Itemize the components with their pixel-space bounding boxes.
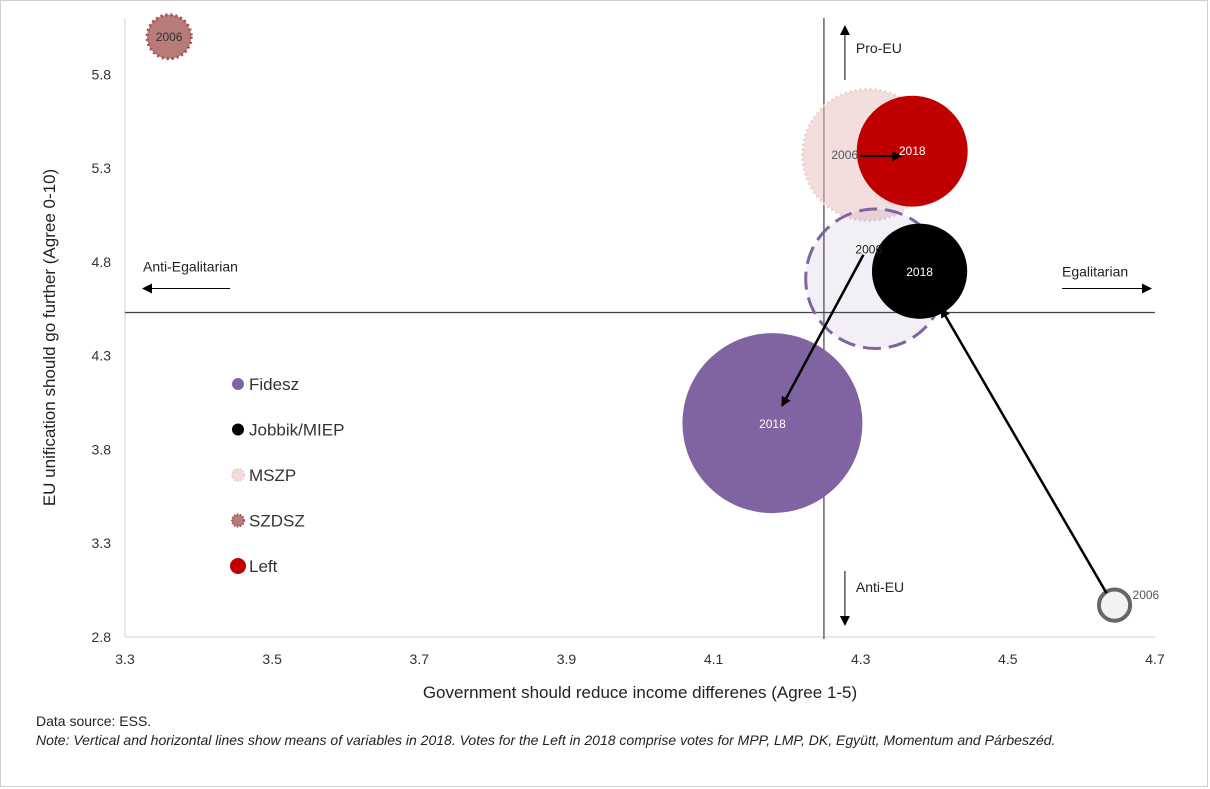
year-label: 2006 bbox=[156, 30, 183, 44]
year-label: 2018 bbox=[759, 417, 786, 431]
bubble-jobbik-miep-2018 bbox=[871, 223, 968, 319]
egalitarian-label: Egalitarian bbox=[1062, 263, 1128, 279]
anti-egalitarian-label: Anti-Egalitarian bbox=[143, 258, 238, 274]
jobbik-move-arrow bbox=[940, 307, 1108, 594]
x-tick-label: 3.3 bbox=[115, 651, 135, 667]
fidesz-move-arrow bbox=[781, 254, 865, 407]
year-label: 2006 bbox=[831, 148, 858, 162]
x-tick-label: 4.7 bbox=[1145, 651, 1165, 667]
legend-marker bbox=[232, 378, 244, 390]
year-label: 2018 bbox=[906, 265, 933, 279]
legend-label: SZDSZ bbox=[249, 512, 305, 531]
data-source: Data source: ESS. bbox=[36, 713, 152, 729]
y-tick-label: 5.3 bbox=[92, 160, 112, 176]
x-tick-label: 4.3 bbox=[851, 651, 871, 667]
x-axis-title: Government should reduce income differen… bbox=[423, 683, 857, 702]
y-tick-label: 4.8 bbox=[92, 254, 112, 270]
y-tick-label: 4.3 bbox=[92, 348, 112, 364]
bubble-jobbik-miep-2006 bbox=[1096, 587, 1133, 623]
legend-label: Fidesz bbox=[249, 375, 299, 394]
legend-marker bbox=[231, 513, 245, 528]
year-label: 2006 bbox=[1133, 588, 1160, 602]
y-tick-label: 2.8 bbox=[92, 629, 112, 645]
bubble-left-2018 bbox=[856, 95, 968, 207]
year-label: 2018 bbox=[899, 144, 926, 158]
bubble-szdsz-2006 bbox=[145, 13, 193, 61]
x-tick-label: 3.9 bbox=[557, 651, 577, 667]
x-tick-label: 4.5 bbox=[998, 651, 1018, 667]
y-tick-label: 3.3 bbox=[92, 535, 112, 551]
y-tick-label: 5.8 bbox=[92, 66, 112, 82]
bubble-fidesz-2018 bbox=[682, 333, 863, 514]
year-label: 2006 bbox=[855, 243, 882, 257]
x-tick-label: 3.7 bbox=[410, 651, 430, 667]
y-axis-title: EU unification should go further (Agree … bbox=[40, 169, 59, 506]
anti-eu-label: Anti-EU bbox=[856, 579, 904, 595]
x-tick-label: 4.1 bbox=[704, 651, 724, 667]
legend-marker bbox=[231, 468, 245, 482]
legend-marker bbox=[232, 423, 244, 436]
legend-label: Jobbik/MIEP bbox=[249, 421, 344, 440]
chart-footer: Data source: ESS. Note: Vertical and hor… bbox=[36, 712, 1186, 750]
x-tick-label: 3.5 bbox=[262, 651, 282, 667]
y-tick-label: 3.8 bbox=[92, 441, 112, 457]
legend-label: MSZP bbox=[249, 466, 296, 485]
pro-eu-label: Pro-EU bbox=[856, 40, 902, 56]
legend-marker bbox=[230, 558, 246, 574]
chart-note: Note: Vertical and horizontal lines show… bbox=[36, 732, 1056, 748]
legend-label: Left bbox=[249, 557, 278, 576]
